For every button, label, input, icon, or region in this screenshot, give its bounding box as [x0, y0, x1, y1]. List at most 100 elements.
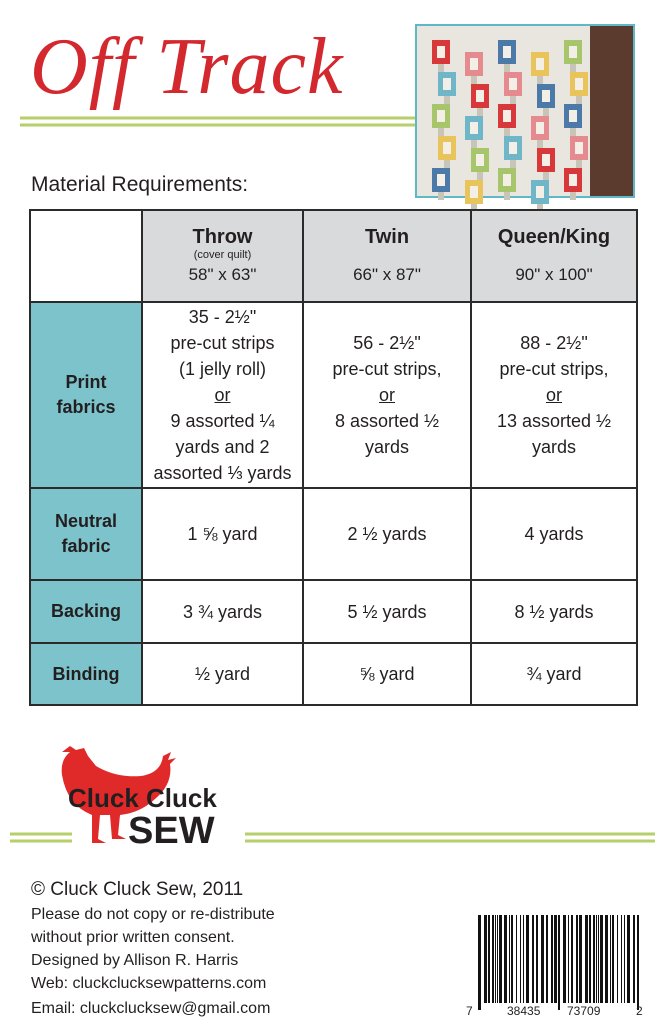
col-note: (cover quilt) — [193, 249, 252, 261]
row-label: Backing — [29, 579, 143, 644]
shape — [536, 915, 538, 1003]
subtitle: Material Requirements: — [31, 173, 249, 196]
shape — [589, 915, 591, 1003]
quilt-photo — [415, 24, 635, 212]
shape — [610, 915, 611, 1003]
header-cell: Throw (cover quilt) 58" x 63" — [141, 209, 304, 303]
line: or — [214, 385, 231, 405]
shape — [504, 64, 510, 72]
shape — [627, 915, 630, 1003]
shape — [488, 915, 490, 1003]
cell: 3 ¾ yards — [141, 579, 304, 644]
corner-cell — [29, 209, 143, 303]
shape — [516, 915, 517, 1003]
cell: 1 ⅝ yard — [141, 487, 304, 581]
col-size: 58" x 63" — [188, 265, 257, 284]
shape — [600, 915, 603, 1003]
shape — [510, 96, 516, 104]
cell: 56 - 2½" pre-cut strips, or 8 assorted ½ yar… — [302, 301, 472, 489]
shape — [438, 192, 444, 200]
shape — [551, 915, 553, 1003]
shape — [536, 186, 544, 198]
shape — [503, 174, 511, 186]
barcode-digits: 73709 — [567, 1004, 601, 1018]
shape — [537, 76, 543, 84]
cell: 8 ½ yards — [470, 579, 638, 644]
shape — [579, 915, 582, 1003]
shape — [497, 915, 498, 1003]
shape — [541, 915, 544, 1003]
line: 8 assorted ½ — [334, 411, 440, 431]
shape — [569, 110, 577, 122]
shape — [444, 96, 450, 104]
footer-line: Designed by Allison R. Harris — [31, 952, 239, 969]
title: Off Track — [30, 23, 344, 111]
barcode-digits: 7 — [466, 1004, 473, 1018]
barcode-digits: 2 — [636, 1004, 643, 1018]
shape — [568, 915, 569, 1003]
shape — [569, 174, 577, 186]
shape — [537, 204, 543, 212]
shape — [509, 78, 517, 90]
shape — [438, 64, 444, 72]
shape — [476, 90, 484, 102]
line: assorted ⅓ yards — [153, 463, 292, 483]
line: (1 jelly roll) — [178, 359, 266, 379]
shape — [477, 172, 483, 180]
shape — [576, 160, 582, 168]
shape — [569, 46, 577, 58]
shape — [532, 915, 534, 1003]
line: pre-cut strips, — [332, 359, 442, 379]
shape — [509, 915, 510, 1003]
shape — [438, 128, 444, 136]
shape — [570, 128, 576, 136]
cell: 88 - 2½" pre-cut strips, or 13 assorted ½ ya… — [470, 301, 638, 489]
shape — [558, 915, 560, 1010]
copyright: © Cluck Cluck Sew, 2011 — [31, 879, 244, 900]
shape — [477, 108, 483, 116]
line: 56 - 2½" — [353, 333, 421, 353]
shape — [437, 174, 445, 186]
line: yards — [364, 437, 409, 457]
line: or — [545, 385, 562, 405]
shape — [495, 915, 496, 1003]
shape — [492, 915, 494, 1003]
shape — [554, 915, 557, 1003]
shape — [536, 122, 544, 134]
shape — [542, 90, 550, 102]
col-name: Twin — [364, 226, 410, 248]
shape — [443, 78, 451, 90]
shape — [543, 172, 549, 180]
line: pre-cut strips — [170, 333, 275, 353]
shape — [585, 915, 588, 1003]
cell: 35 - 2½" pre-cut strips (1 jelly roll) or 9 … — [141, 301, 304, 489]
shape — [520, 915, 521, 1003]
shape — [570, 64, 576, 72]
shape — [471, 204, 477, 212]
line: 35 - 2½" — [188, 307, 257, 327]
row-label: Neutral fabric — [29, 487, 143, 581]
shape — [470, 122, 478, 134]
shape — [563, 915, 566, 1003]
cell: ⅝ yard — [302, 642, 472, 706]
shape — [509, 142, 517, 154]
shape — [437, 46, 445, 58]
col-size: 90" x 100" — [515, 265, 593, 284]
shape — [605, 915, 608, 1003]
col-name: Throw — [192, 226, 253, 248]
row-label: Print fabrics — [29, 301, 143, 489]
line: 13 assorted ½ — [496, 411, 612, 431]
line: pre-cut strips, — [499, 359, 609, 379]
shape — [543, 108, 549, 116]
footer-line: Email: cluckclucksew@gmail.com — [31, 1000, 271, 1017]
shape — [542, 154, 550, 166]
line: yards and 2 — [175, 437, 270, 457]
shape — [576, 915, 578, 1003]
shape — [621, 915, 622, 1003]
shape — [537, 140, 543, 148]
barcode-digits: 38435 — [507, 1004, 541, 1018]
line: 88 - 2½" — [520, 333, 588, 353]
shape — [499, 915, 502, 1003]
line: 9 assorted ¼ — [170, 411, 275, 431]
